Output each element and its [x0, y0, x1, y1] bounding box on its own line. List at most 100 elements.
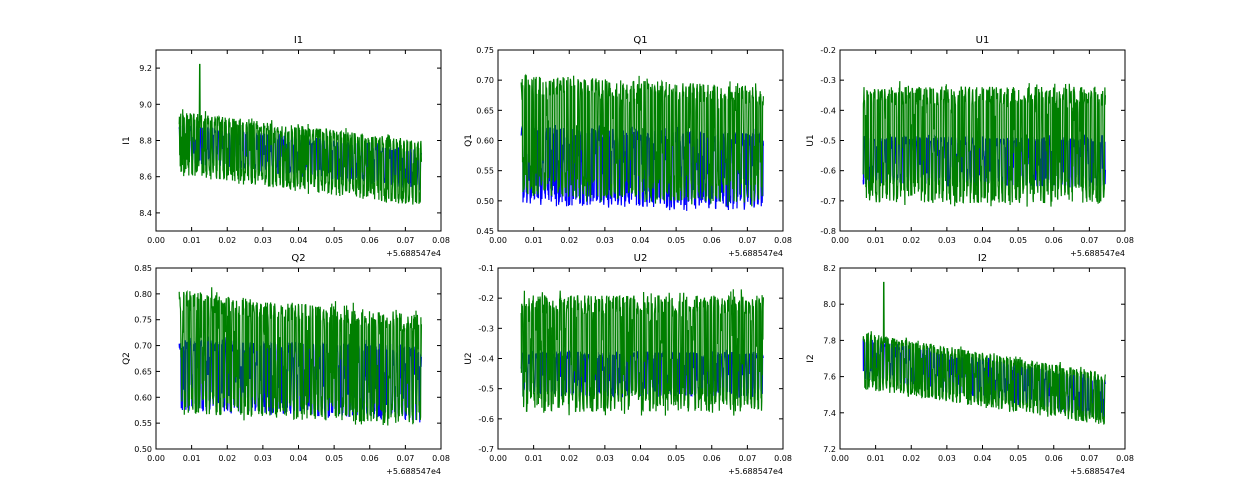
- x-tick-label: 0.00: [489, 236, 507, 245]
- x-tick-label: 0.08: [774, 454, 792, 463]
- y-tick-label: -0.4: [478, 355, 494, 364]
- y-tick-label: 0.75: [476, 46, 494, 55]
- y-axis-label: I2: [806, 354, 816, 362]
- x-tick-label: 0.07: [738, 236, 756, 245]
- x-tick-label: 0.03: [596, 454, 614, 463]
- x-tick-label: 0.06: [1045, 236, 1063, 245]
- x-tick-label: 0.02: [218, 454, 236, 463]
- y-tick-label: 0.60: [476, 137, 494, 146]
- y-tick-label: -0.2: [478, 294, 494, 303]
- y-tick-label: -0.8: [820, 227, 836, 236]
- subplot-title: Q2: [291, 253, 305, 264]
- x-tick-label: 0.04: [974, 236, 992, 245]
- x-tick-label: 0.07: [738, 454, 756, 463]
- x-tick-label: 0.06: [361, 454, 379, 463]
- x-tick-label: 0.03: [254, 236, 272, 245]
- y-tick-label: 8.2: [823, 264, 836, 273]
- x-tick-label: 0.02: [560, 236, 578, 245]
- x-tick-label: 0.05: [1009, 454, 1027, 463]
- x-tick-label: 0.02: [902, 454, 920, 463]
- y-tick-label: -0.7: [478, 445, 494, 454]
- y-tick-label: -0.7: [820, 197, 836, 206]
- y-tick-label: 0.75: [134, 316, 152, 325]
- x-offset-label: +5.688547e4: [1070, 467, 1125, 476]
- x-tick-label: 0.00: [831, 454, 849, 463]
- y-tick-label: 0.55: [476, 167, 494, 176]
- x-tick-label: 0.06: [703, 454, 721, 463]
- y-tick-label: 0.45: [476, 227, 494, 236]
- x-tick-label: 0.06: [703, 236, 721, 245]
- y-axis-label: U1: [806, 134, 816, 146]
- series-green-line: [520, 73, 764, 207]
- x-tick-label: 0.00: [831, 236, 849, 245]
- x-offset-label: +5.688547e4: [386, 249, 441, 258]
- x-tick-label: 0.01: [183, 236, 201, 245]
- y-tick-label: 8.0: [823, 300, 836, 309]
- y-axis-label: I1: [122, 136, 132, 144]
- x-offset-label: +5.688547e4: [386, 467, 441, 476]
- x-tick-label: 0.03: [596, 236, 614, 245]
- y-tick-label: 7.6: [823, 373, 836, 382]
- y-tick-label: 0.85: [134, 264, 152, 273]
- x-tick-label: 0.03: [254, 454, 272, 463]
- y-tick-label: -0.3: [478, 324, 494, 333]
- y-axis-label: Q2: [122, 352, 132, 365]
- y-tick-label: 9.2: [139, 64, 152, 73]
- x-tick-label: 0.04: [290, 236, 308, 245]
- x-tick-label: 0.04: [632, 236, 650, 245]
- subplot-q2: 0.00 0.01 0.02 0.03 0.04 0.05 0.06 0.07 0.08 0.50…: [122, 253, 450, 476]
- y-tick-label: -0.5: [820, 137, 836, 146]
- subplot-i1: 0.00 0.01 0.02 0.03 0.04 0.05 0.06 0.07 0.08 8.4 8…: [122, 35, 450, 258]
- y-tick-label: 8.8: [139, 137, 152, 146]
- plot-area: [520, 289, 764, 416]
- y-tick-label: 0.55: [134, 419, 152, 428]
- x-tick-label: 0.08: [432, 236, 450, 245]
- y-tick-label: 0.70: [476, 76, 494, 85]
- subplot-u1: 0.00 0.01 0.02 0.03 0.04 0.05 0.06 0.07 0.08 -0.8…: [806, 35, 1134, 258]
- y-axis-label: U2: [464, 352, 474, 364]
- y-tick-label: 0.50: [134, 445, 152, 454]
- y-tick-label: 8.6: [139, 173, 152, 182]
- plot-area: [520, 73, 764, 211]
- x-tick-label: 0.01: [867, 236, 885, 245]
- x-tick-label: 0.05: [325, 236, 343, 245]
- y-tick-label: 0.65: [134, 367, 152, 376]
- subplot-u2: 0.00 0.01 0.02 0.03 0.04 0.05 0.06 0.07 0.08 -0.7…: [464, 253, 792, 476]
- y-tick-label: -0.3: [820, 76, 836, 85]
- series-green-line: [862, 81, 1106, 207]
- x-tick-label: 0.06: [361, 236, 379, 245]
- x-tick-label: 0.08: [774, 236, 792, 245]
- y-tick-label: 0.80: [134, 290, 152, 299]
- x-tick-label: 0.08: [1116, 236, 1134, 245]
- x-tick-label: 0.00: [147, 454, 165, 463]
- x-offset-label: +5.688547e4: [728, 467, 783, 476]
- plot-area: [862, 281, 1106, 425]
- subplot-title: U1: [976, 35, 990, 46]
- y-tick-label: -0.6: [478, 415, 494, 424]
- x-tick-label: 0.08: [1116, 454, 1134, 463]
- x-tick-label: 0.01: [525, 236, 543, 245]
- y-axis-label: Q1: [464, 134, 474, 147]
- subplot-q1: 0.00 0.01 0.02 0.03 0.04 0.05 0.06 0.07 0.08 0.45…: [464, 35, 792, 258]
- x-tick-label: 0.08: [432, 454, 450, 463]
- x-tick-label: 0.03: [938, 236, 956, 245]
- y-tick-label: 7.2: [823, 445, 836, 454]
- x-tick-label: 0.04: [974, 454, 992, 463]
- x-tick-label: 0.05: [1009, 236, 1027, 245]
- x-tick-label: 0.04: [290, 454, 308, 463]
- subplot-title: I1: [294, 35, 303, 46]
- x-tick-label: 0.01: [867, 454, 885, 463]
- x-tick-label: 0.07: [396, 236, 414, 245]
- x-tick-label: 0.05: [667, 236, 685, 245]
- x-tick-label: 0.02: [902, 236, 920, 245]
- y-tick-label: -0.2: [820, 46, 836, 55]
- series-green-line: [862, 281, 1106, 425]
- x-tick-label: 0.03: [938, 454, 956, 463]
- plot-area: [178, 287, 422, 426]
- x-tick-label: 0.01: [183, 454, 201, 463]
- y-tick-label: -0.1: [478, 264, 494, 273]
- x-tick-label: 0.02: [560, 454, 578, 463]
- subplot-title: I2: [978, 253, 987, 264]
- x-tick-label: 0.02: [218, 236, 236, 245]
- x-tick-label: 0.00: [147, 236, 165, 245]
